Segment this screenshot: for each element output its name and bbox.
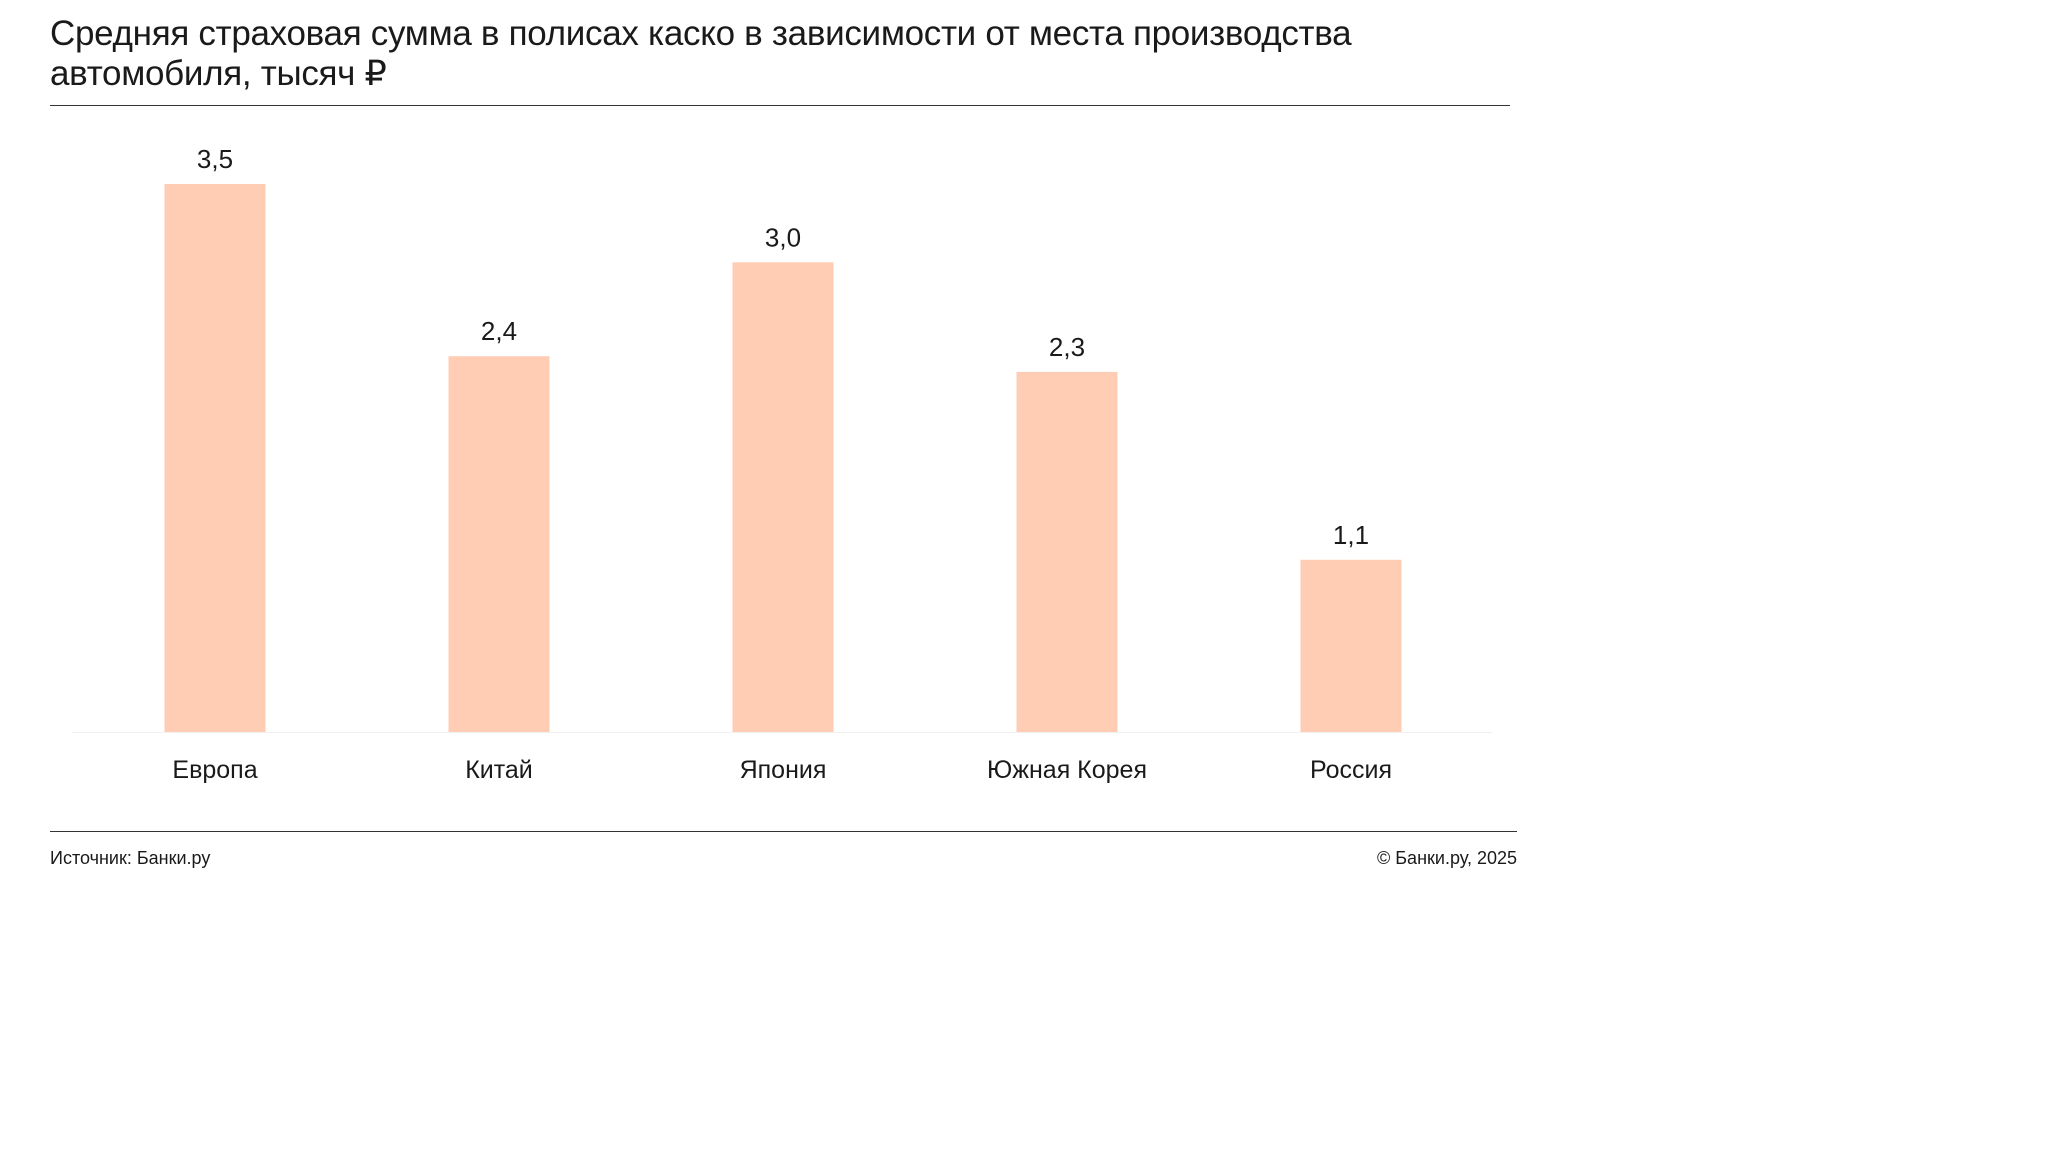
category-label: Россия — [1310, 756, 1392, 784]
bar — [448, 356, 550, 732]
chart-title: Средняя страховая сумма в полисах каско … — [50, 14, 1352, 93]
bar — [164, 184, 266, 732]
bar-value-label: 2,3 — [1049, 332, 1085, 362]
category-label: Япония — [740, 756, 827, 784]
bar — [1300, 559, 1402, 732]
source-note: Источник: Банки.ру — [50, 848, 211, 868]
category-label: Южная Корея — [987, 756, 1147, 784]
bar-value-label: 2,4 — [481, 316, 517, 346]
bar-value-label: 3,0 — [765, 222, 801, 252]
footer-divider — [50, 831, 1517, 832]
title-divider — [50, 105, 1510, 106]
copyright-note: © Банки.ру, 2025 — [1376, 848, 1517, 868]
bar-chart: 3,5 Европа 2,4 Китай 3,0 Япония 2,3 Южная Корея… — [72, 144, 1492, 784]
bar-value-label: 3,5 — [197, 144, 233, 174]
category-label: Европа — [172, 756, 257, 784]
bar — [732, 262, 834, 732]
bar — [1016, 371, 1118, 732]
bar-value-label: 1,1 — [1333, 520, 1369, 550]
category-label: Китай — [465, 756, 533, 784]
